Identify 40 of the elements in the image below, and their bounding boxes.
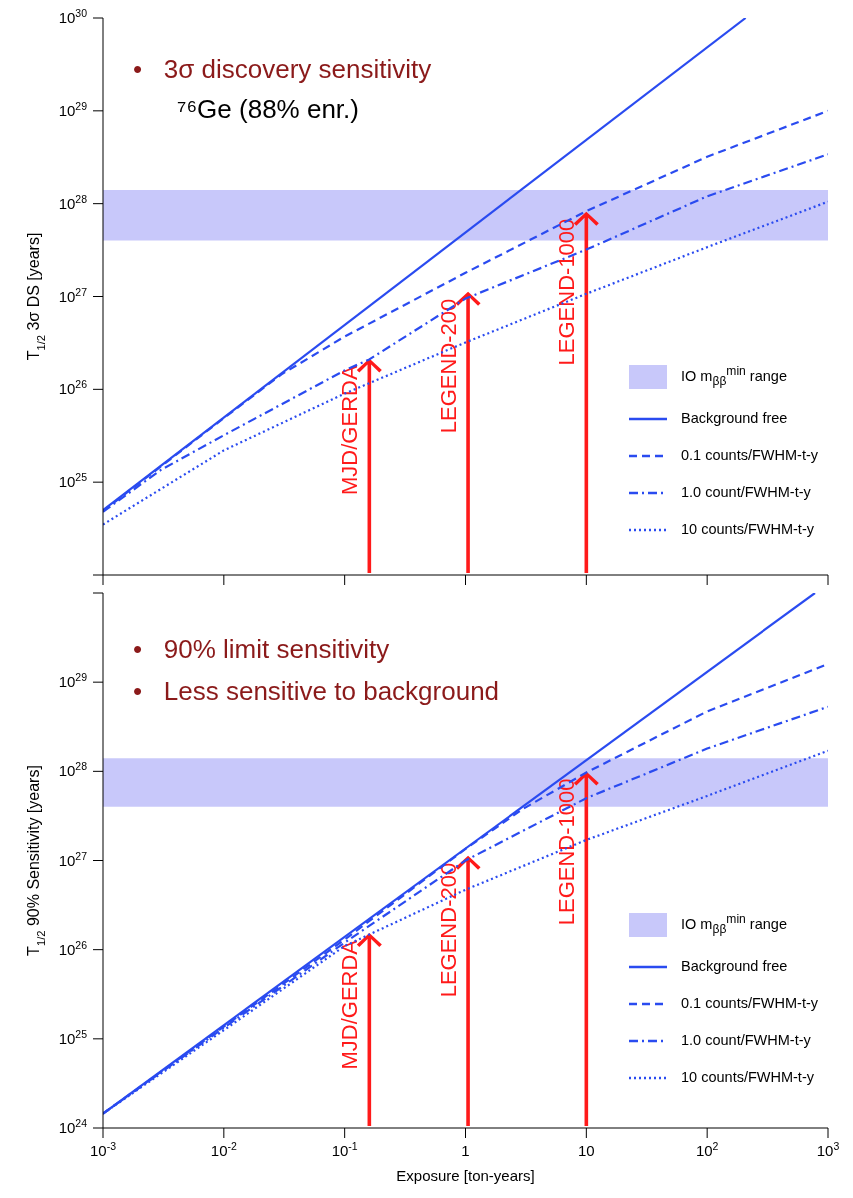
legend-label: Background free	[681, 409, 788, 428]
legend-label: 10 counts/FWHM-t-y	[681, 1068, 814, 1087]
y-tick-label: 10$^{24}$	[58, 1117, 88, 1136]
legend-label: IO m$_{ββ}$$^{min}$ range	[681, 363, 787, 390]
y-tick-label: 10$^{28}$	[58, 192, 88, 212]
x-tick-label: 10$^{-2}$	[210, 1140, 237, 1159]
x-tick-label: 10$^{3}$	[816, 1140, 840, 1159]
annotation: MJD/GERDA	[337, 365, 363, 495]
legend-label: 0.1 counts/FWHM-t-y	[681, 994, 818, 1013]
annotation: LEGEND-1000	[554, 778, 580, 926]
text: • 90% limit sensitivity	[133, 634, 390, 664]
text: • 3σ discovery sensitivity	[133, 54, 432, 84]
annotation: • Less sensitive to background	[133, 676, 500, 706]
y-tick-label: 10$^{25}$	[58, 471, 88, 491]
x-tick-label: 10	[577, 1142, 595, 1159]
y-tick-label: 10$^{26}$	[58, 378, 88, 398]
y-tick-label: 10$^{30}$	[58, 7, 88, 26]
annotation: LEGEND-200	[436, 862, 462, 998]
y-tick-label: 10$^{29}$	[58, 99, 88, 119]
annotation: LEGEND-200	[436, 298, 462, 434]
legend-label: 1.0 count/FWHM-t-y	[681, 1031, 811, 1050]
y-tick-label: 10$^{27}$	[58, 849, 88, 869]
legend-label: 0.1 counts/FWHM-t-y	[681, 446, 818, 465]
annotation: LEGEND-1000	[554, 218, 580, 366]
x-tick-label: 10$^{-1}$	[331, 1140, 358, 1159]
x-axis-title: Exposure [ton-years]	[396, 1167, 535, 1184]
y-tick-label: 10$^{29}$	[58, 671, 88, 691]
legend-label: IO m$_{ββ}$$^{min}$ range	[681, 911, 787, 938]
y-tick-label: 10$^{27}$	[58, 285, 88, 305]
x-tick-label: 10$^{2}$	[695, 1140, 719, 1159]
x-tick-label: 10$^{-3}$	[89, 1140, 117, 1159]
legend-label: 10 counts/FWHM-t-y	[681, 520, 814, 539]
x-tick-label: 1	[461, 1142, 470, 1159]
legend-label: 1.0 count/FWHM-t-y	[681, 483, 811, 502]
y-tick-label: 10$^{28}$	[58, 760, 88, 780]
text: ⁷⁶Ge (88% enr.)	[177, 94, 360, 125]
y-tick-label: 10$^{25}$	[58, 1027, 88, 1047]
y-tick-label: 10$^{26}$	[58, 938, 88, 958]
legend-label: Background free	[681, 957, 788, 976]
annotation: MJD/GERDA	[337, 939, 363, 1070]
